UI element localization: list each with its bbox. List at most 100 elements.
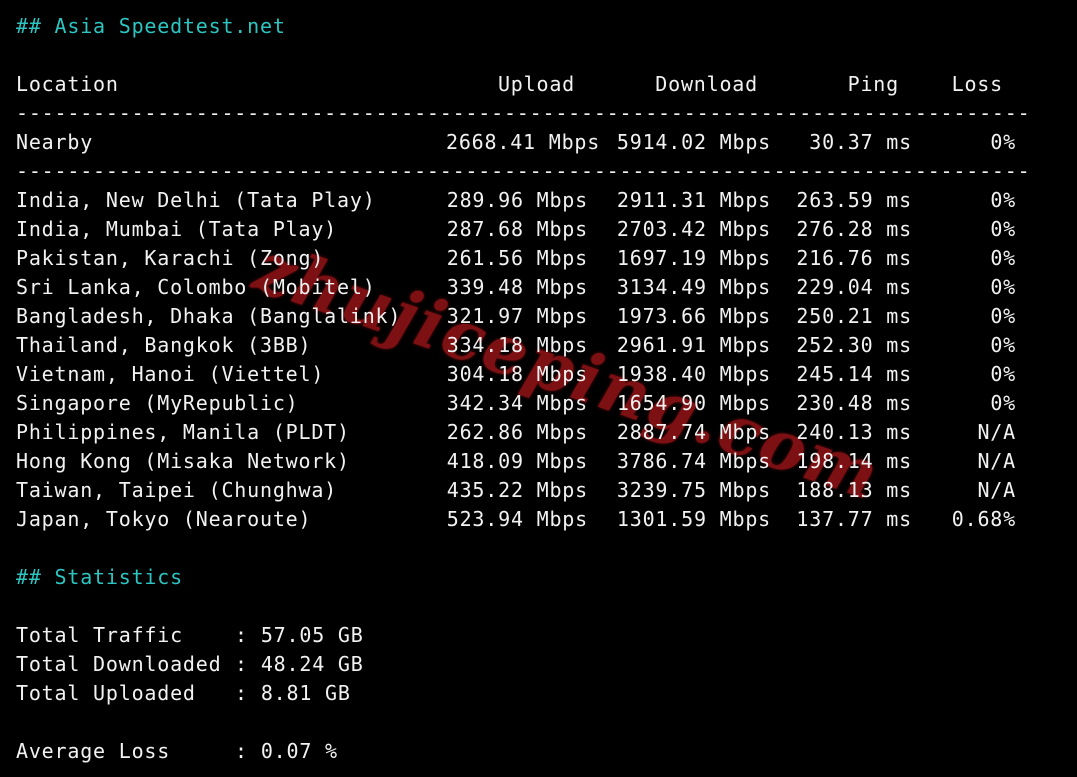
- cell-upload: 2668.41 Mbps: [446, 130, 601, 154]
- cell-ping: 245.14 ms: [796, 362, 912, 386]
- stat-value: 0.07 %: [260, 739, 338, 763]
- cell-upload: 418.09 Mbps: [446, 449, 588, 473]
- cell-upload: 334.18 Mbps: [446, 333, 588, 357]
- stat-label: Total Traffic: [16, 623, 183, 647]
- cell-location: Vietnam, Hanoi (Viettel): [16, 362, 325, 386]
- cell-location: Hong Kong (Misaka Network): [16, 449, 350, 473]
- cell-upload: 523.94 Mbps: [446, 507, 588, 531]
- stat-label: Average Loss: [16, 739, 171, 763]
- stat-colon: :: [235, 681, 248, 705]
- cell-download: 2887.74 Mbps: [616, 420, 771, 444]
- cell-upload: 304.18 Mbps: [446, 362, 588, 386]
- cell-loss: 0%: [990, 333, 1016, 357]
- cell-upload: 339.48 Mbps: [446, 275, 588, 299]
- table-row: Bangladesh, Dhaka (Banglalink) 321.97 Mb…: [16, 302, 1061, 331]
- cell-upload: 435.22 Mbps: [446, 478, 588, 502]
- cell-location: India, Mumbai (Tata Play): [16, 217, 338, 241]
- cell-download: 1654.90 Mbps: [616, 391, 771, 415]
- section-title-statistics: ## Statistics: [16, 565, 183, 589]
- cell-loss: 0.68%: [951, 507, 1016, 531]
- cell-loss: N/A: [977, 449, 1016, 473]
- cell-location: Sri Lanka, Colombo (Mobitel): [16, 275, 376, 299]
- cell-ping: 216.76 ms: [796, 246, 912, 270]
- cell-download: 1938.40 Mbps: [616, 362, 771, 386]
- cell-upload: 321.97 Mbps: [446, 304, 588, 328]
- section-title-asia-speedtest: ## Asia Speedtest.net: [16, 14, 286, 38]
- cell-location: Singapore (MyRepublic): [16, 391, 299, 415]
- table-row-nearby: Nearby 2668.41 Mbps 5914.02 Mbps 30.37 m…: [16, 128, 1061, 157]
- table-row: Hong Kong (Misaka Network) 418.09 Mbps 3…: [16, 447, 1061, 476]
- stat-value: 57.05 GB: [260, 623, 364, 647]
- cell-download: 3134.49 Mbps: [616, 275, 771, 299]
- cell-ping: 30.37 ms: [809, 130, 912, 154]
- table-row: Vietnam, Hanoi (Viettel) 304.18 Mbps 193…: [16, 360, 1061, 389]
- cell-ping: 240.13 ms: [796, 420, 912, 444]
- cell-ping: 198.14 ms: [796, 449, 912, 473]
- header-loss: Loss: [951, 72, 1003, 96]
- cell-upload: 261.56 Mbps: [446, 246, 588, 270]
- header-download: Download: [655, 72, 758, 96]
- cell-loss: 0%: [990, 217, 1016, 241]
- cell-upload: 287.68 Mbps: [446, 217, 588, 241]
- separator-line: ----------------------------------------…: [16, 101, 1031, 125]
- separator-line: ----------------------------------------…: [16, 159, 1031, 183]
- table-row: Singapore (MyRepublic) 342.34 Mbps 1654.…: [16, 389, 1061, 418]
- cell-upload: 262.86 Mbps: [446, 420, 588, 444]
- table-header-row: Location Upload Download Ping Loss: [16, 70, 1061, 99]
- cell-location: Thailand, Bangkok (3BB): [16, 333, 312, 357]
- cell-location: Pakistan, Karachi (Zong): [16, 246, 325, 270]
- header-location: Location: [16, 72, 119, 96]
- stat-label: Total Downloaded: [16, 652, 222, 676]
- cell-upload: 342.34 Mbps: [446, 391, 588, 415]
- cell-ping: 230.48 ms: [796, 391, 912, 415]
- cell-ping: 250.21 ms: [796, 304, 912, 328]
- stat-colon: :: [235, 652, 248, 676]
- cell-loss: 0%: [990, 391, 1016, 415]
- cell-loss: 0%: [990, 362, 1016, 386]
- cell-download: 3239.75 Mbps: [616, 478, 771, 502]
- stat-total-uploaded: Total Uploaded:8.81 GB: [16, 679, 1061, 708]
- table-row: Taiwan, Taipei (Chunghwa) 435.22 Mbps 32…: [16, 476, 1061, 505]
- stat-average-loss: Average Loss:0.07 %: [16, 737, 1061, 766]
- cell-download: 1697.19 Mbps: [616, 246, 771, 270]
- cell-loss: 0%: [990, 130, 1016, 154]
- cell-loss: N/A: [977, 478, 1016, 502]
- cell-location: Bangladesh, Dhaka (Banglalink): [16, 304, 402, 328]
- cell-download: 3786.74 Mbps: [616, 449, 771, 473]
- table-row: India, Mumbai (Tata Play) 287.68 Mbps 27…: [16, 215, 1061, 244]
- cell-ping: 252.30 ms: [796, 333, 912, 357]
- header-ping: Ping: [847, 72, 899, 96]
- cell-ping: 137.77 ms: [796, 507, 912, 531]
- stat-label: Total Uploaded: [16, 681, 196, 705]
- stat-colon: :: [235, 623, 248, 647]
- table-row: Sri Lanka, Colombo (Mobitel) 339.48 Mbps…: [16, 273, 1061, 302]
- cell-loss: 0%: [990, 246, 1016, 270]
- cell-download: 2961.91 Mbps: [616, 333, 771, 357]
- cell-download: 1301.59 Mbps: [616, 507, 771, 531]
- cell-location: Taiwan, Taipei (Chunghwa): [16, 478, 338, 502]
- cell-ping: 229.04 ms: [796, 275, 912, 299]
- cell-loss: N/A: [977, 420, 1016, 444]
- cell-loss: 0%: [990, 275, 1016, 299]
- cell-download: 2911.31 Mbps: [616, 188, 771, 212]
- header-upload: Upload: [497, 72, 575, 96]
- cell-location: Japan, Tokyo (Nearoute): [16, 507, 312, 531]
- cell-ping: 263.59 ms: [796, 188, 912, 212]
- cell-location: Nearby: [16, 130, 94, 154]
- stat-colon: :: [235, 739, 248, 763]
- cell-loss: 0%: [990, 188, 1016, 212]
- table-row: Pakistan, Karachi (Zong) 261.56 Mbps 169…: [16, 244, 1061, 273]
- cell-ping: 188.13 ms: [796, 478, 912, 502]
- stat-value: 8.81 GB: [260, 681, 351, 705]
- cell-download: 5914.02 Mbps: [616, 130, 771, 154]
- stat-value: 48.24 GB: [260, 652, 364, 676]
- table-row: Japan, Tokyo (Nearoute) 523.94 Mbps 1301…: [16, 505, 1061, 534]
- cell-location: Philippines, Manila (PLDT): [16, 420, 350, 444]
- table-row: Philippines, Manila (PLDT) 262.86 Mbps 2…: [16, 418, 1061, 447]
- stat-total-traffic: Total Traffic:57.05 GB: [16, 621, 1061, 650]
- cell-upload: 289.96 Mbps: [446, 188, 588, 212]
- cell-location: India, New Delhi (Tata Play): [16, 188, 376, 212]
- cell-download: 1973.66 Mbps: [616, 304, 771, 328]
